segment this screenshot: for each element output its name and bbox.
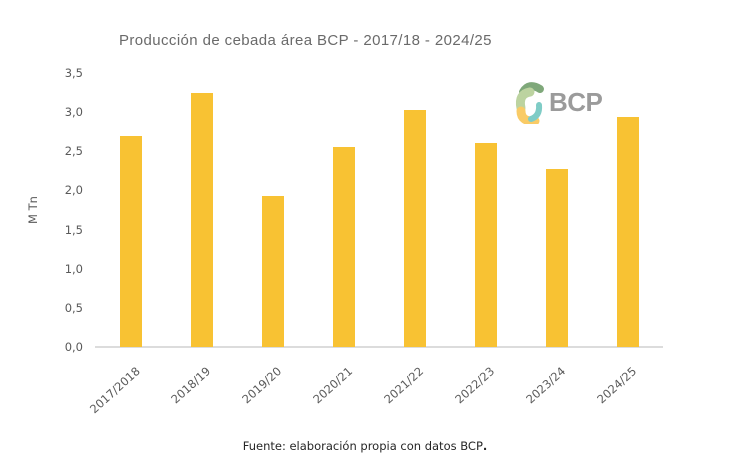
bcp-logo: BCP bbox=[514, 80, 603, 124]
y-axis-title: M Tn bbox=[26, 196, 40, 224]
y-tick-label: 3,5 bbox=[64, 66, 83, 80]
x-axis-line bbox=[95, 346, 663, 348]
bar-2024/25 bbox=[617, 117, 639, 347]
bar-2019/20 bbox=[262, 196, 284, 347]
x-tick-label: 2022/23 bbox=[452, 364, 498, 407]
y-tick-label: 1,5 bbox=[64, 222, 83, 237]
y-tick-label: 0,5 bbox=[64, 300, 83, 315]
bar-2021/22 bbox=[404, 110, 426, 347]
y-tick-label: 1,0 bbox=[64, 261, 83, 276]
bar-2017/2018 bbox=[120, 136, 142, 347]
bar-2018/19 bbox=[191, 93, 213, 347]
y-tick-label: 2,5 bbox=[64, 144, 83, 159]
x-tick-label: 2020/21 bbox=[310, 364, 356, 407]
source-note-period: . bbox=[482, 439, 488, 453]
x-tick-label: 2023/24 bbox=[523, 364, 569, 407]
bar-2020/21 bbox=[333, 147, 355, 347]
x-tick-label: 2021/22 bbox=[381, 364, 427, 407]
y-tick-label: 0,0 bbox=[64, 340, 83, 354]
bcp-sprout-icon bbox=[515, 81, 544, 124]
bcp-logo-text: BCP bbox=[549, 87, 603, 117]
source-note-text: Fuente: elaboración propia con datos BCP bbox=[242, 439, 483, 453]
y-tick-label: 3,0 bbox=[64, 105, 83, 120]
chart-title: Producción de cebada área BCP - 2017/18 … bbox=[119, 32, 492, 49]
x-tick-label: 2019/20 bbox=[239, 364, 285, 407]
bar-2022/23 bbox=[475, 143, 497, 347]
bar-2023/24 bbox=[546, 169, 568, 347]
x-tick-label: 2024/25 bbox=[594, 364, 640, 407]
source-note: Fuente: elaboración propia con datos BCP… bbox=[0, 439, 730, 453]
x-tick-label: 2017/2018 bbox=[86, 364, 143, 417]
y-tick-label: 2,0 bbox=[64, 183, 83, 198]
x-tick-label: 2018/19 bbox=[168, 364, 214, 407]
